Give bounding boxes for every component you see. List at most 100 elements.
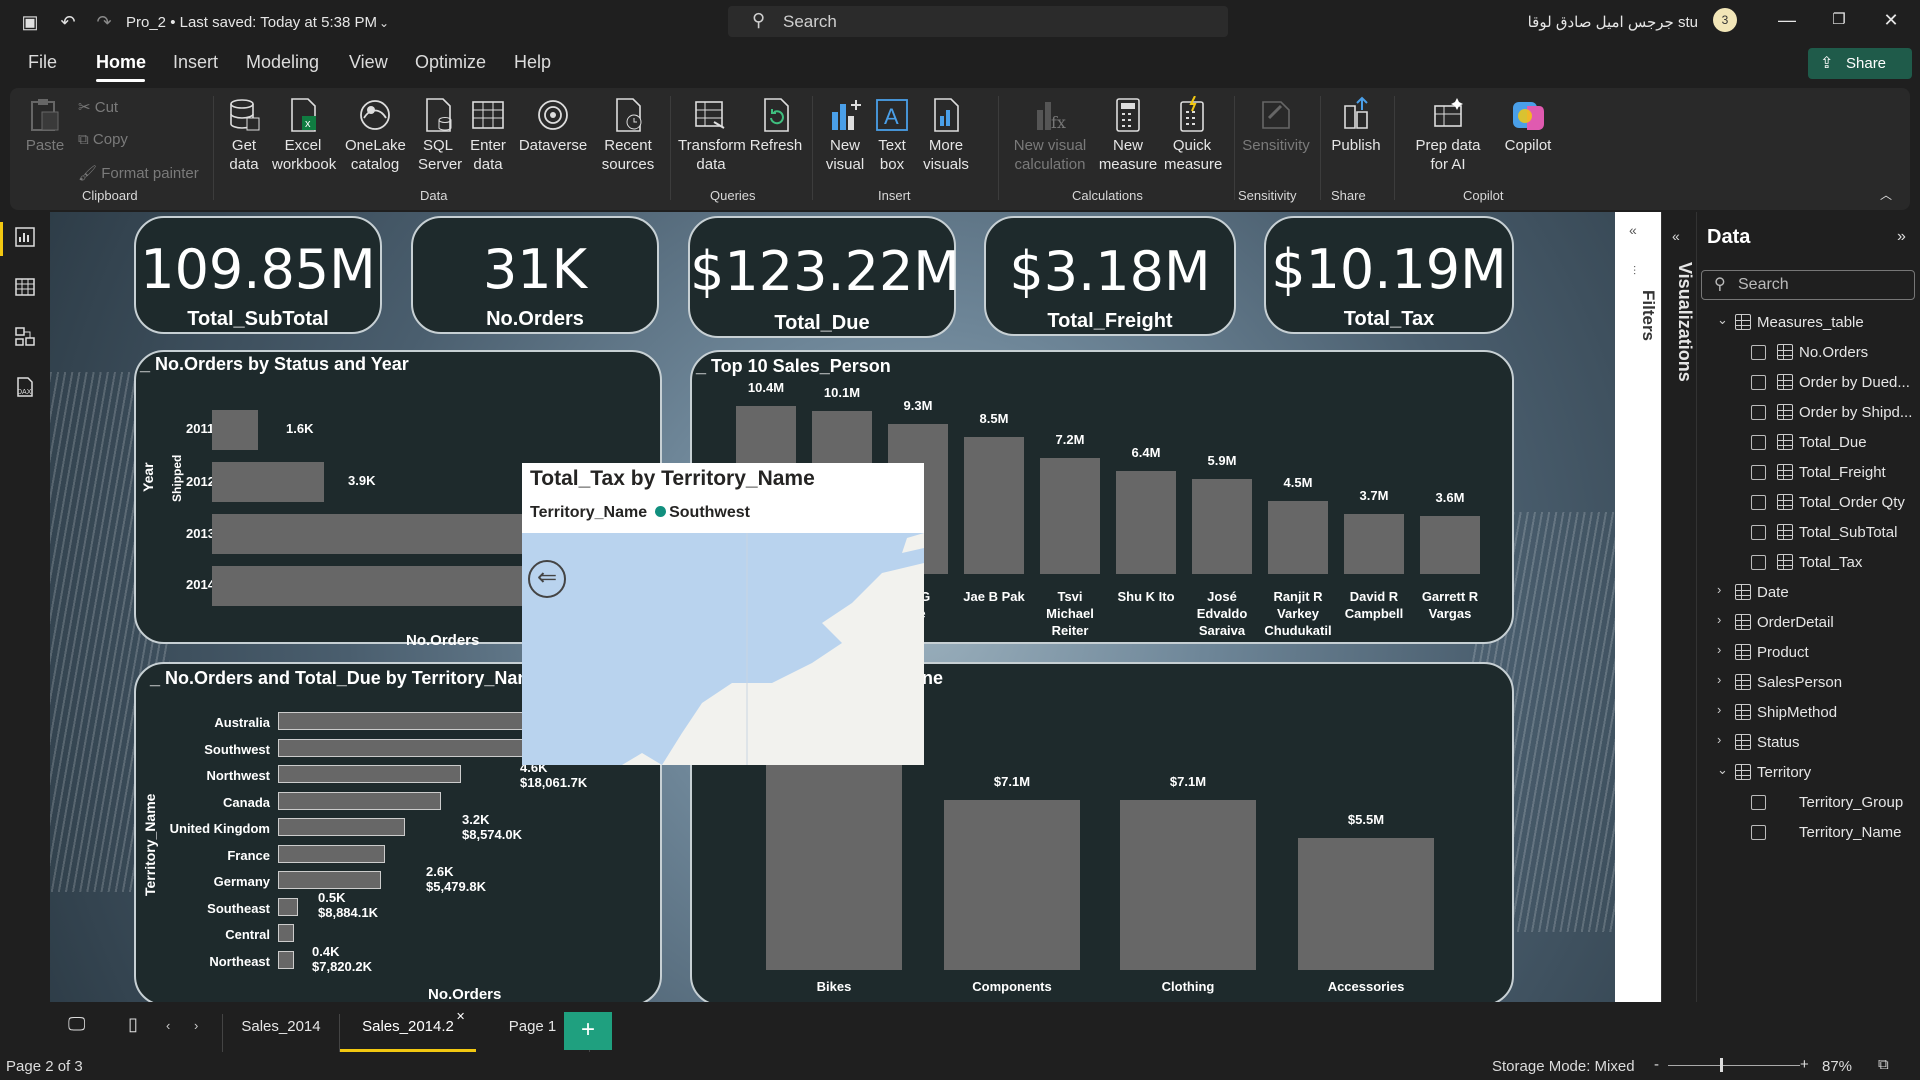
field-measure[interactable]: Total_SubTotal [1697, 520, 1920, 546]
checkbox[interactable] [1751, 495, 1766, 510]
back-arrow-icon[interactable]: ⇐ [528, 560, 566, 598]
kpi-card-total-due[interactable]: $123.22M Total_Due [688, 216, 960, 338]
field-table-territory[interactable]: ⌄ Territory [1697, 760, 1920, 786]
restore-icon[interactable]: ❐ [1832, 11, 1846, 28]
notification-badge[interactable]: 3 [1713, 8, 1737, 32]
field-column[interactable]: Territory_Group [1697, 790, 1920, 816]
kpi-card-total-freight[interactable]: $3.18M Total_Freight [984, 216, 1236, 336]
excel-button[interactable]: x Excel workbook [272, 96, 336, 174]
checkbox[interactable] [1751, 405, 1766, 420]
get-data-button[interactable]: Get data [220, 96, 268, 174]
checkbox[interactable] [1751, 435, 1766, 450]
zoom-slider-handle[interactable] [1720, 1058, 1723, 1072]
chevron-right-icon[interactable]: › [1717, 702, 1722, 717]
chevron-right-icon[interactable]: › [1717, 672, 1722, 687]
minimize-icon[interactable]: — [1778, 10, 1796, 30]
dataverse-button[interactable]: Dataverse [517, 96, 589, 155]
field-table-measures[interactable]: ⌄ Measures_table [1697, 310, 1920, 336]
menu-insert[interactable]: Insert [173, 52, 219, 72]
user-name[interactable]: stu جرجس اميل صادق لوقا [1527, 14, 1698, 31]
checkbox[interactable] [1751, 345, 1766, 360]
undo-icon[interactable]: ↶ [60, 12, 76, 32]
transform-data-button[interactable]: Transform data [676, 96, 746, 174]
onelake-button[interactable]: OneLake catalog [340, 96, 410, 174]
mobile-layout-icon[interactable]: ▯ [128, 1014, 138, 1034]
menu-optimize[interactable]: Optimize [415, 52, 487, 72]
format-painter-button[interactable]: 🖌 Format painter [78, 165, 199, 182]
publish-button[interactable]: Publish [1328, 96, 1384, 155]
filters-pane[interactable]: « ⫶ [1615, 212, 1661, 1002]
data-search-input[interactable]: ⚲ Search [1701, 270, 1915, 300]
chevron-down-icon[interactable]: ⌄ [1717, 312, 1728, 327]
menu-home[interactable]: Home [96, 52, 147, 72]
field-table[interactable]: › Status [1697, 730, 1920, 756]
visualizations-pane[interactable]: « [1661, 212, 1695, 1002]
collapse-ribbon-icon[interactable]: ︿ [1880, 188, 1893, 202]
menu-modeling[interactable]: Modeling [246, 52, 320, 72]
recent-sources-button[interactable]: Recent sources [593, 96, 663, 174]
menu-file[interactable]: File [28, 52, 58, 72]
file-title[interactable]: Pro_2 • Last saved: Today at 5:38 PM [126, 14, 377, 31]
redo-icon[interactable]: ↷ [96, 12, 112, 32]
close-icon[interactable]: ✕ [1883, 10, 1899, 30]
scroll-left-icon[interactable]: ‹ [166, 1018, 171, 1033]
kpi-card-total-tax[interactable]: $10.19M Total_Tax [1264, 216, 1514, 334]
collapse-data-icon[interactable]: » [1897, 228, 1906, 245]
kpi-card-total-subtotal[interactable]: 109.85M Total_SubTotal [134, 216, 382, 334]
checkbox[interactable] [1751, 555, 1766, 570]
close-tab-icon[interactable]: ✕ [456, 1011, 466, 1023]
chevron-right-icon[interactable]: › [1717, 612, 1722, 627]
new-visual-calculation-button[interactable]: fx New visual calculation [1004, 96, 1096, 174]
new-visual-button[interactable]: New visual [820, 96, 870, 174]
field-measure[interactable]: Order by Dued... [1697, 370, 1920, 396]
visualizations-label[interactable]: Visualizations [1675, 262, 1695, 382]
checkbox[interactable] [1751, 465, 1766, 480]
zoom-out-icon[interactable]: - [1654, 1056, 1659, 1073]
desktop-layout-icon[interactable]: 🖵 [68, 1014, 86, 1034]
filters-label[interactable]: Filters [1639, 290, 1658, 342]
field-measure[interactable]: No.Orders [1697, 340, 1920, 366]
field-table[interactable]: › SalesPerson [1697, 670, 1920, 696]
copy-button[interactable]: ⧉ Copy [78, 131, 128, 148]
copilot-button[interactable]: Copilot [1498, 96, 1558, 155]
chart-orders-by-status-year[interactable]: _ No.Orders by Status and Year Year Ship… [134, 350, 662, 649]
fit-to-page-icon[interactable]: ⧉ [1878, 1056, 1889, 1073]
expand-visualizations-icon[interactable]: « [1672, 228, 1680, 244]
chevron-down-icon[interactable]: ⌄ [378, 16, 390, 30]
menu-help[interactable]: Help [514, 52, 552, 72]
refresh-button[interactable]: Refresh [748, 96, 804, 155]
enter-data-button[interactable]: Enter data [465, 96, 511, 174]
chevron-right-icon[interactable]: › [1717, 582, 1722, 597]
chart-orders-by-territory[interactable]: _ No.Orders and Total_Due by Territory_N… [134, 662, 662, 1006]
quick-measure-button[interactable]: Quick measure [1162, 96, 1222, 174]
new-measure-button[interactable]: New measure [1096, 96, 1160, 174]
cut-button[interactable]: ✂ Cut [78, 99, 119, 116]
field-table[interactable]: › OrderDetail [1697, 610, 1920, 636]
field-measure[interactable]: Total_Due [1697, 430, 1920, 456]
checkbox[interactable] [1751, 375, 1766, 390]
more-visuals-button[interactable]: More visuals [916, 96, 976, 174]
chevron-down-icon[interactable]: ⌄ [1717, 762, 1728, 777]
global-search[interactable]: ⚲ Search [728, 6, 1228, 37]
collapse-filters-icon[interactable]: « [1629, 222, 1637, 238]
prep-data-ai-button[interactable]: Prep data for AI [1400, 96, 1496, 174]
paste-button[interactable]: Paste [20, 96, 70, 155]
share-button[interactable]: ⇪ Share [1808, 48, 1912, 79]
kpi-card-no-orders[interactable]: 31K No.Orders [411, 216, 659, 334]
field-measure[interactable]: Total_Order Qty [1697, 490, 1920, 516]
field-column[interactable]: Territory_Name [1697, 820, 1920, 846]
scroll-right-icon[interactable]: › [194, 1018, 199, 1033]
report-view-icon[interactable] [14, 226, 36, 248]
menu-view[interactable]: View [349, 52, 388, 72]
checkbox[interactable] [1751, 795, 1766, 810]
field-table[interactable]: › Date [1697, 580, 1920, 606]
field-measure[interactable]: Order by Shipd... [1697, 400, 1920, 426]
map-view[interactable]: ⇐ [522, 533, 924, 765]
table-view-icon[interactable] [14, 276, 36, 298]
checkbox[interactable] [1751, 525, 1766, 540]
page-tab-sales-2014-2[interactable]: Sales_2014.2 [340, 1014, 476, 1052]
sql-server-button[interactable]: SQL Server [415, 96, 462, 174]
field-table[interactable]: › ShipMethod [1697, 700, 1920, 726]
checkbox[interactable] [1751, 825, 1766, 840]
dax-query-view-icon[interactable]: DAX [14, 376, 36, 398]
